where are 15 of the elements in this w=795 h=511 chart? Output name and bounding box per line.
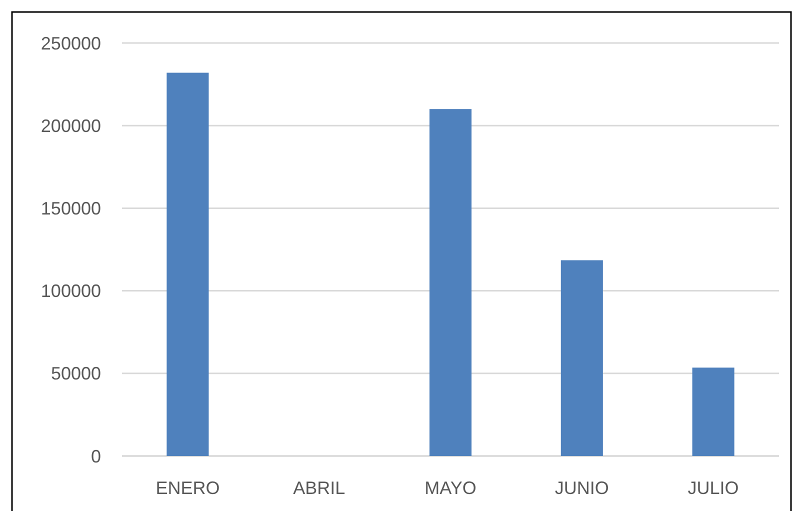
x-tick-label: ABRIL [293, 478, 346, 498]
y-tick-label: 150000 [40, 198, 101, 218]
y-tick-label: 250000 [40, 33, 101, 54]
bar [166, 72, 209, 456]
x-tick-label: JUNIO [554, 478, 609, 498]
y-tick-label: 0 [90, 446, 101, 466]
y-tick-label: 50000 [50, 364, 101, 384]
y-tick-label: 100000 [40, 281, 101, 302]
x-tick-label: MAYO [424, 478, 476, 498]
bar [429, 109, 472, 456]
y-tick-label: 200000 [40, 116, 101, 136]
bar [692, 368, 734, 456]
x-tick-label: ENERO [156, 478, 220, 498]
bar [560, 260, 603, 456]
x-tick-label: JULIO [688, 478, 739, 498]
